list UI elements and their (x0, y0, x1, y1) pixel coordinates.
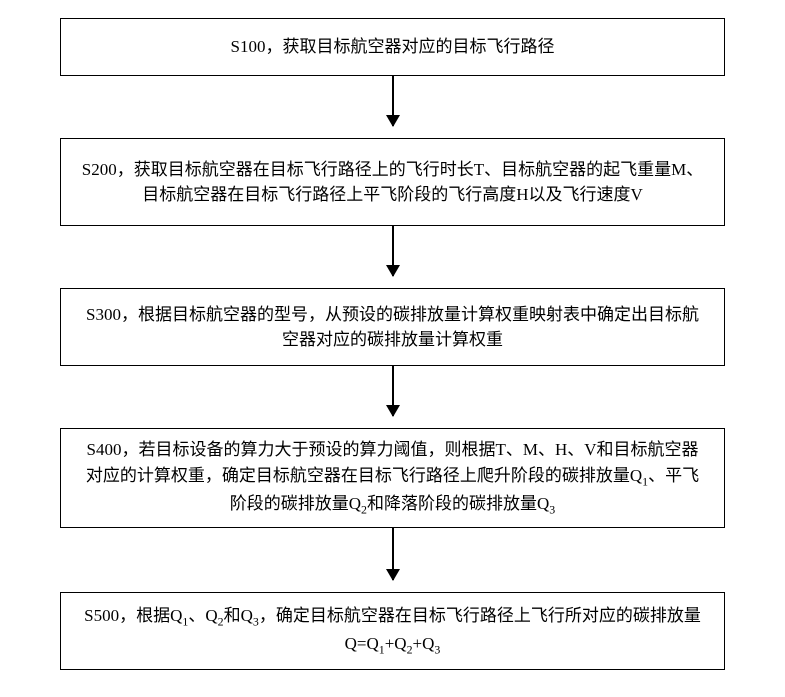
flow-arrow (392, 226, 394, 276)
flowchart-canvas: S100，获取目标航空器对应的目标飞行路径 S200，获取目标航空器在目标飞行路… (0, 0, 785, 697)
flow-node-s100: S100，获取目标航空器对应的目标飞行路径 (60, 18, 725, 76)
node-text: S300，根据目标航空器的型号，从预设的碳排放量计算权重映射表中确定出目标航空器… (79, 302, 706, 353)
flow-node-s300: S300，根据目标航空器的型号，从预设的碳排放量计算权重映射表中确定出目标航空器… (60, 288, 725, 366)
flow-arrow (392, 366, 394, 416)
node-text: S500，根据Q1、Q2和Q3，确定目标航空器在目标飞行路径上飞行所对应的碳排放… (79, 603, 706, 660)
flow-arrow (392, 528, 394, 580)
node-text: S200，获取目标航空器在目标飞行路径上的飞行时长T、目标航空器的起飞重量M、目… (79, 157, 706, 208)
node-text: S100，获取目标航空器对应的目标飞行路径 (231, 34, 555, 60)
flow-node-s200: S200，获取目标航空器在目标飞行路径上的飞行时长T、目标航空器的起飞重量M、目… (60, 138, 725, 226)
node-text: S400，若目标设备的算力大于预设的算力阈值，则根据T、M、H、V和目标航空器对… (79, 437, 706, 519)
flow-arrow (392, 76, 394, 126)
flow-node-s500: S500，根据Q1、Q2和Q3，确定目标航空器在目标飞行路径上飞行所对应的碳排放… (60, 592, 725, 670)
flow-node-s400: S400，若目标设备的算力大于预设的算力阈值，则根据T、M、H、V和目标航空器对… (60, 428, 725, 528)
